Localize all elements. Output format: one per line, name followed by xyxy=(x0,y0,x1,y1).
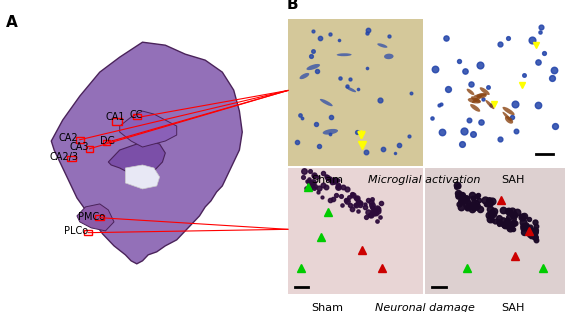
Polygon shape xyxy=(51,42,242,264)
Ellipse shape xyxy=(477,93,487,99)
Text: A: A xyxy=(6,15,18,30)
Text: Microglial activation: Microglial activation xyxy=(368,175,481,185)
Text: B: B xyxy=(287,0,298,12)
Ellipse shape xyxy=(486,100,494,109)
Ellipse shape xyxy=(377,43,388,48)
Bar xyxy=(84,230,92,235)
Polygon shape xyxy=(120,111,177,147)
Ellipse shape xyxy=(471,96,481,103)
Text: PMCo: PMCo xyxy=(79,212,105,222)
Text: CA1: CA1 xyxy=(105,112,125,122)
Text: Sham: Sham xyxy=(312,175,344,185)
Polygon shape xyxy=(77,204,114,231)
Bar xyxy=(67,156,75,161)
Text: CA3: CA3 xyxy=(70,142,89,152)
Bar xyxy=(104,140,110,145)
Ellipse shape xyxy=(472,95,482,103)
Bar xyxy=(133,114,141,119)
Ellipse shape xyxy=(468,98,481,104)
Ellipse shape xyxy=(503,107,515,115)
Bar xyxy=(96,215,104,220)
Text: CC: CC xyxy=(130,110,143,120)
Ellipse shape xyxy=(480,87,490,95)
Text: DG: DG xyxy=(100,136,115,146)
Text: CA2: CA2 xyxy=(58,133,78,143)
Ellipse shape xyxy=(470,104,481,112)
Text: Sham: Sham xyxy=(312,303,344,312)
Text: CA2/3: CA2/3 xyxy=(50,152,79,162)
Polygon shape xyxy=(125,165,160,189)
Text: SAH: SAH xyxy=(501,303,525,312)
Polygon shape xyxy=(108,141,165,177)
Ellipse shape xyxy=(384,54,393,59)
Bar xyxy=(86,146,93,152)
Bar xyxy=(112,118,122,124)
Ellipse shape xyxy=(503,112,512,121)
Bar xyxy=(75,137,84,143)
Ellipse shape xyxy=(345,86,356,92)
Ellipse shape xyxy=(299,73,310,79)
Ellipse shape xyxy=(474,94,487,97)
Ellipse shape xyxy=(505,116,513,124)
Ellipse shape xyxy=(337,53,352,56)
Text: PLCo: PLCo xyxy=(64,227,88,236)
Ellipse shape xyxy=(323,129,338,135)
Text: SAH: SAH xyxy=(501,175,525,185)
Text: Neuronal damage: Neuronal damage xyxy=(374,303,475,312)
Ellipse shape xyxy=(467,89,474,95)
Ellipse shape xyxy=(320,99,333,106)
Ellipse shape xyxy=(307,64,320,70)
